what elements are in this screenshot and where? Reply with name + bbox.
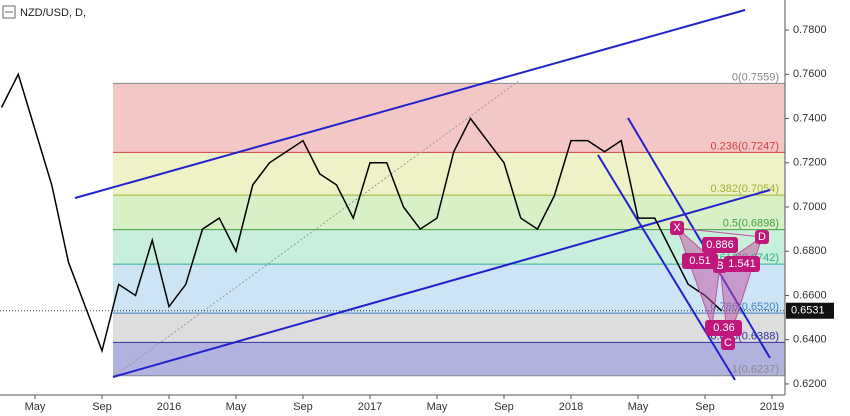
x-tick-label: 2018 <box>559 401 583 413</box>
pattern-ratio-label: 0.886 <box>706 239 734 251</box>
x-tick-label: 2017 <box>358 401 382 413</box>
last-price-label: 0.6531 <box>791 305 825 317</box>
x-tick-label: Sep <box>494 401 514 413</box>
fib-band <box>113 83 785 153</box>
channel-line <box>597 154 736 381</box>
fib-band <box>113 313 785 343</box>
x-tick-label: May <box>427 401 448 413</box>
x-tick-label: Sep <box>92 401 112 413</box>
y-tick-label: 0.7600 <box>793 68 827 80</box>
pattern-ratio-label: 0.51 <box>689 255 710 267</box>
trend-line <box>112 189 771 378</box>
fib-band <box>113 264 785 314</box>
x-tick-label: May <box>226 401 247 413</box>
fib-label: 0(0.7559) <box>732 71 779 83</box>
pattern-point-label: B <box>716 260 723 272</box>
pattern-point-label: D <box>758 231 766 243</box>
pattern-ratio-label: 1.541 <box>728 258 756 270</box>
pattern-point-box <box>721 336 735 350</box>
fib-label: 1(0.6237) <box>732 364 779 376</box>
plot <box>0 72 723 354</box>
pattern-point-box <box>755 230 769 244</box>
pattern-ratio-box <box>706 320 742 336</box>
y-tick-label: 0.6800 <box>793 245 827 257</box>
fib-band <box>113 342 785 376</box>
y-tick-label: 0.6400 <box>793 334 827 346</box>
y-tick-label: 0.7000 <box>793 201 827 213</box>
channel-line <box>627 117 771 359</box>
x-tick-label: Sep <box>695 401 715 413</box>
x-tick-label: 2016 <box>157 401 181 413</box>
pattern-line <box>676 227 763 238</box>
pattern-ratio-label: 0.36 <box>713 322 734 334</box>
collapse-icon[interactable] <box>2 5 16 19</box>
x-tick-label: 2019 <box>760 401 784 413</box>
price-line <box>0 72 723 354</box>
fib-band <box>113 229 785 265</box>
fib-label: 0.786(0.6520) <box>711 301 780 313</box>
y-tick-label: 0.7200 <box>793 157 827 169</box>
y-tick-label: 0.7400 <box>793 112 827 124</box>
x-tick-label: May <box>25 401 46 413</box>
x-tick-label: May <box>628 401 649 413</box>
fib-bands: 0(0.7559) 0.236(0.7247) 0.382(0.7054) 0.5(0… <box>113 71 785 377</box>
y-tick-label: 0.6200 <box>793 378 827 390</box>
fib-label: 0.5(0.6898) <box>723 217 779 229</box>
y-tick-label: 0.7800 <box>793 24 827 36</box>
pattern-point-label: X <box>673 222 681 234</box>
pattern-point-label: C <box>724 337 732 349</box>
fib-band <box>113 152 785 196</box>
last-price-box <box>786 302 834 319</box>
pattern-xab <box>676 227 721 327</box>
pattern-ratio-box <box>702 237 738 253</box>
trend-line <box>74 9 746 199</box>
pattern-point-box <box>670 221 684 235</box>
y-tick-label: 0.6600 <box>793 289 827 301</box>
pattern-ratio-box <box>724 256 760 272</box>
fib-label: 0.382(0.7054) <box>711 183 780 195</box>
pattern-ratio-box <box>682 253 718 269</box>
x-tick-label: Sep <box>293 401 313 413</box>
symbol-title: NZD/USD, D, <box>20 7 86 19</box>
fib-label: 0.236(0.7247) <box>711 140 780 152</box>
